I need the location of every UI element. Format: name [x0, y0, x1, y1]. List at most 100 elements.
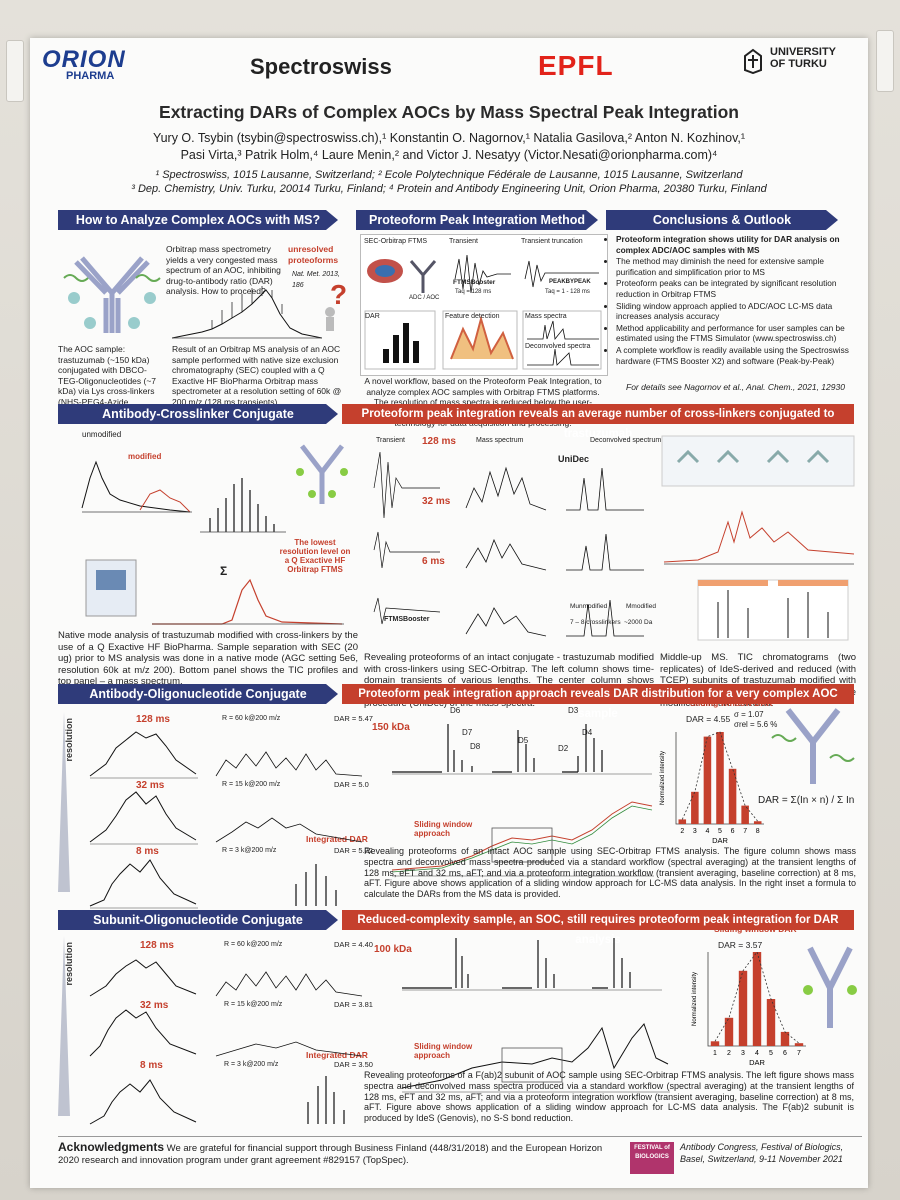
dar-bar-2 [724, 1017, 734, 1046]
sigma-symbol: Σ [220, 564, 228, 578]
peak-label-d4: D4 [582, 728, 593, 737]
peak-label-d7: D7 [462, 728, 473, 737]
section-header-antibody-crosslinker: Antibody-Crosslinker Conjugate [58, 404, 338, 424]
acknowledgments: Acknowledgments We are grateful for fina… [58, 1141, 618, 1166]
dar-bar-3 [691, 791, 699, 824]
aoc-caption: Revealing proteoforms of an intact AOC s… [364, 846, 856, 900]
affiliations-line-2: ³ Dep. Chemistry, Univ. Turku, 20014 Tur… [131, 183, 767, 195]
section-subheader-soc: Reduced-complexity sample, an SOC, still… [342, 910, 854, 946]
adc-aoc-label: ADC / AOC [409, 295, 440, 301]
authors-line-1: Yury O. Tsybin (tsybin@spectroswiss.ch),… [152, 131, 746, 145]
dar-bar-4 [752, 952, 762, 1046]
soc-r3-label: R = 3 k@200 m/z [224, 1061, 279, 1068]
soc-subunit-illustration [803, 946, 857, 1028]
poster-clip-right [876, 30, 894, 92]
dar-tick-label: 5 [769, 1050, 773, 1057]
aoc-r60-label: R = 60 k@200 m/z [222, 715, 281, 722]
transient-header: Transient [376, 437, 405, 444]
conclusion-item: Method applicability and performance for… [616, 323, 856, 344]
dar-tick-label: 8 [756, 828, 760, 835]
orion-logo: ORION PHARMA [42, 46, 126, 82]
section-subheader-aoc: Proteoform peak integration approach rev… [342, 684, 854, 720]
aoc-integrated-dar-label: Integrated DAR [306, 834, 368, 844]
unidec-label: UniDec [558, 454, 590, 464]
dar-tick-label: 5 [718, 828, 722, 835]
aoc-mass-spectra-grid [89, 731, 363, 909]
dar-tick-label: 3 [693, 828, 697, 835]
soc-32-label: 32 ms [140, 1000, 169, 1011]
dar-bar-6 [728, 768, 737, 824]
university-of-turku-logo: UNIVERSITY OF TURKU [742, 46, 836, 74]
soc-128-label: 128 ms [140, 940, 174, 951]
dar-bar-7 [794, 1043, 804, 1046]
box-deconvolved-spectra: Deconvolved spectra [525, 343, 591, 350]
soc-100kda-label: 100 kDa [374, 944, 412, 955]
peak-label-d3: D3 [568, 706, 579, 715]
crosslinker-mass-spectra-plot [81, 460, 286, 533]
dar-x-axis-label: DAR [749, 1058, 765, 1066]
aoc-dar-5-47: DAR = 5.47 [334, 714, 373, 723]
dar-tick-label: 4 [705, 828, 709, 835]
affiliations-line-1: ¹ Spectroswiss, 1015 Lausanne, Switzerla… [155, 169, 743, 181]
peak-label-d6: D6 [450, 706, 461, 715]
box-transient: Transient [449, 238, 478, 245]
orbitrap-result-description: Result of an Orbitrap MS analysis of an … [172, 344, 342, 407]
conclusion-item: A complete workflow is readily available… [616, 345, 856, 366]
footer-divider [58, 1136, 862, 1137]
scientific-poster: ORION PHARMA Spectroswiss EPFL UNIVERSIT… [30, 38, 868, 1188]
aoc-dar-distribution-chart: 2 3 4 5 6 7 8 DAR Normalized intensity [660, 731, 764, 844]
crosslinkers-count-label: 7 – 8 crosslinkers [570, 619, 621, 626]
m-modified-label: Mmodified [626, 603, 656, 610]
dar-tick-label: 7 [743, 828, 747, 835]
transient-32-label: 32 ms [422, 496, 451, 507]
orbitrap-note: Orbitrap mass spectrometry yields a very… [166, 244, 281, 296]
soc-sliding-window-dar-title: Sliding window DAR [714, 924, 797, 934]
epfl-logo: EPFL [538, 50, 614, 81]
dar-tick-label: 6 [731, 828, 735, 835]
aoc-sigma-rel-value: σrel = 5.6 % [734, 720, 778, 729]
soc-8-label: 8 ms [140, 1060, 163, 1071]
aoc-sigma-value: σ = 1.07 [734, 710, 764, 719]
box-transient-truncation: Transient truncation [521, 238, 583, 245]
box-mass-spectra: Mass spectra [525, 313, 567, 320]
poster-title: Extracting DARs of Complex AOCs by Mass … [159, 102, 739, 122]
middle-up-tic-figure [661, 435, 855, 641]
section-header-how-to-analyze: How to Analyze Complex AOCs with MS? [58, 210, 338, 230]
aoc-deconvolved-and-tic [391, 724, 654, 877]
soc-mass-spectra-grid [89, 959, 363, 1125]
svg-text:?: ? [330, 279, 347, 310]
dar-bar-8 [753, 821, 762, 824]
author-list: Yury O. Tsybin (tsybin@spectroswiss.ch),… [30, 130, 868, 164]
dar-bar-5 [766, 999, 776, 1046]
aoc-sliding-window-label: Sliding window approach [414, 820, 473, 838]
ftms-booster-label: FTMSBooster [453, 279, 496, 286]
affiliations: ¹ Spectroswiss, 1015 Lausanne, Switzerla… [30, 168, 868, 196]
section-header-subunit-oligonucleotide: Subunit-Oligonucleotide Conjugate [58, 910, 338, 930]
tic-chromatogram-plot [85, 559, 344, 625]
conclusion-item: Proteoform integration shows utility for… [616, 234, 856, 255]
taq-range-label: Taq = 1 - 128 ms [545, 289, 590, 295]
soc-dar-3-81: DAR = 3.81 [334, 1000, 373, 1009]
congress-info: Antibody Congress, Festival of Biologics… [680, 1142, 844, 1164]
dar-tick-label: 7 [797, 1050, 801, 1057]
dar-y-axis-label: Normalized intensity [660, 751, 666, 805]
peak-label-d5: D5 [518, 736, 529, 745]
unresolved-proteoforms-label: unresolved proteoforms [288, 244, 339, 265]
box-feature-detection: Feature detection [445, 313, 500, 320]
spectroswiss-logo: Spectroswiss [250, 54, 392, 79]
taq-128-label: Taq = 128 ms [455, 289, 492, 295]
conclusion-item: Sliding window approach applied to ADC/A… [616, 301, 856, 322]
festival-of-biologics-logo: FESTIVAL of BIOLOGICS [630, 1142, 674, 1174]
ftms-booster-transient-label: FTMSBooster [384, 616, 430, 623]
modified-label: modified [128, 452, 162, 461]
soc-r60-label: R = 60 k@200 m/z [224, 941, 283, 948]
soc-caption: Revealing proteoforms of a F(ab)2 subuni… [364, 1070, 854, 1124]
poster-clip-left [6, 40, 24, 102]
aoc-antibody-illustration [771, 708, 855, 784]
transient-128-label: 128 ms [422, 436, 456, 447]
section-header-conclusions: Conclusions & Outlook [606, 210, 838, 230]
dar-bar-2 [678, 819, 687, 824]
aoc-32-label: 32 ms [136, 780, 165, 791]
authors-line-2: Pasi Virta,³ Patrik Holm,⁴ Laure Menin,²… [180, 148, 718, 162]
crosslinker-caption-left: Native mode analysis of trastuzumab modi… [58, 630, 358, 687]
